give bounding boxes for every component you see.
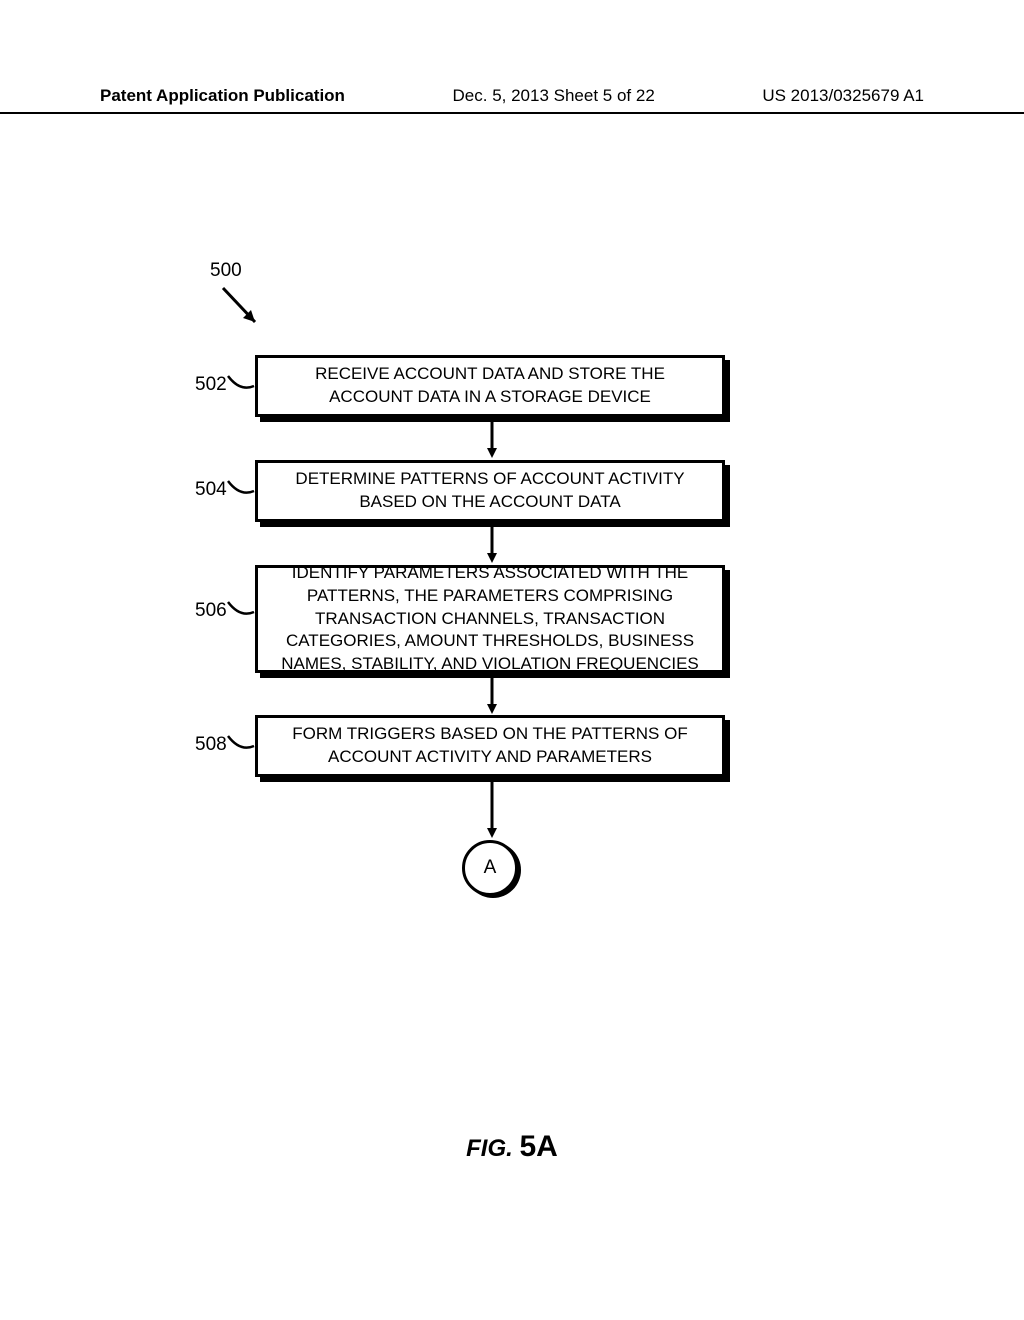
header-right: US 2013/0325679 A1: [762, 86, 924, 106]
step-box-504: DETERMINE PATTERNS OF ACCOUNT ACTIVITY B…: [255, 460, 725, 522]
step-pointer-502: [226, 372, 258, 402]
figure-caption: FIG. 5A: [0, 1130, 1024, 1164]
step-box-508: FORM TRIGGERS BASED ON THE PATTERNS OF A…: [255, 715, 725, 777]
arrow-504-506: [486, 527, 498, 565]
header-left: Patent Application Publication: [100, 86, 345, 106]
step-box-502: RECEIVE ACCOUNT DATA AND STORE THE ACCOU…: [255, 355, 725, 417]
figure-caption-prefix: FIG.: [466, 1135, 519, 1162]
step-pointer-504: [226, 477, 258, 507]
step-label-502: 502: [195, 374, 227, 396]
step-box-506: IDENTIFY PARAMETERS ASSOCIATED WITH THE …: [255, 565, 725, 673]
connector-a: A: [462, 840, 518, 896]
step-text-508: FORM TRIGGERS BASED ON THE PATTERNS OF A…: [272, 723, 708, 769]
step-label-504: 504: [195, 479, 227, 501]
step-label-508: 508: [195, 734, 227, 756]
figure-caption-number: 5A: [519, 1130, 557, 1163]
ref-arrow-500: [215, 282, 275, 342]
step-text-506: IDENTIFY PARAMETERS ASSOCIATED WITH THE …: [272, 562, 708, 677]
step-label-506: 506: [195, 600, 227, 622]
header-center: Dec. 5, 2013 Sheet 5 of 22: [453, 86, 655, 106]
step-text-502: RECEIVE ACCOUNT DATA AND STORE THE ACCOU…: [272, 363, 708, 409]
connector-a-label: A: [484, 857, 497, 879]
arrow-502-504: [486, 422, 498, 460]
step-pointer-506: [226, 598, 258, 628]
arrow-508-a: [486, 782, 498, 842]
step-text-504: DETERMINE PATTERNS OF ACCOUNT ACTIVITY B…: [272, 468, 708, 514]
patent-header: Patent Application Publication Dec. 5, 2…: [0, 86, 1024, 114]
ref-label-500: 500: [210, 260, 242, 282]
arrow-506-508: [486, 678, 498, 716]
step-pointer-508: [226, 732, 258, 762]
